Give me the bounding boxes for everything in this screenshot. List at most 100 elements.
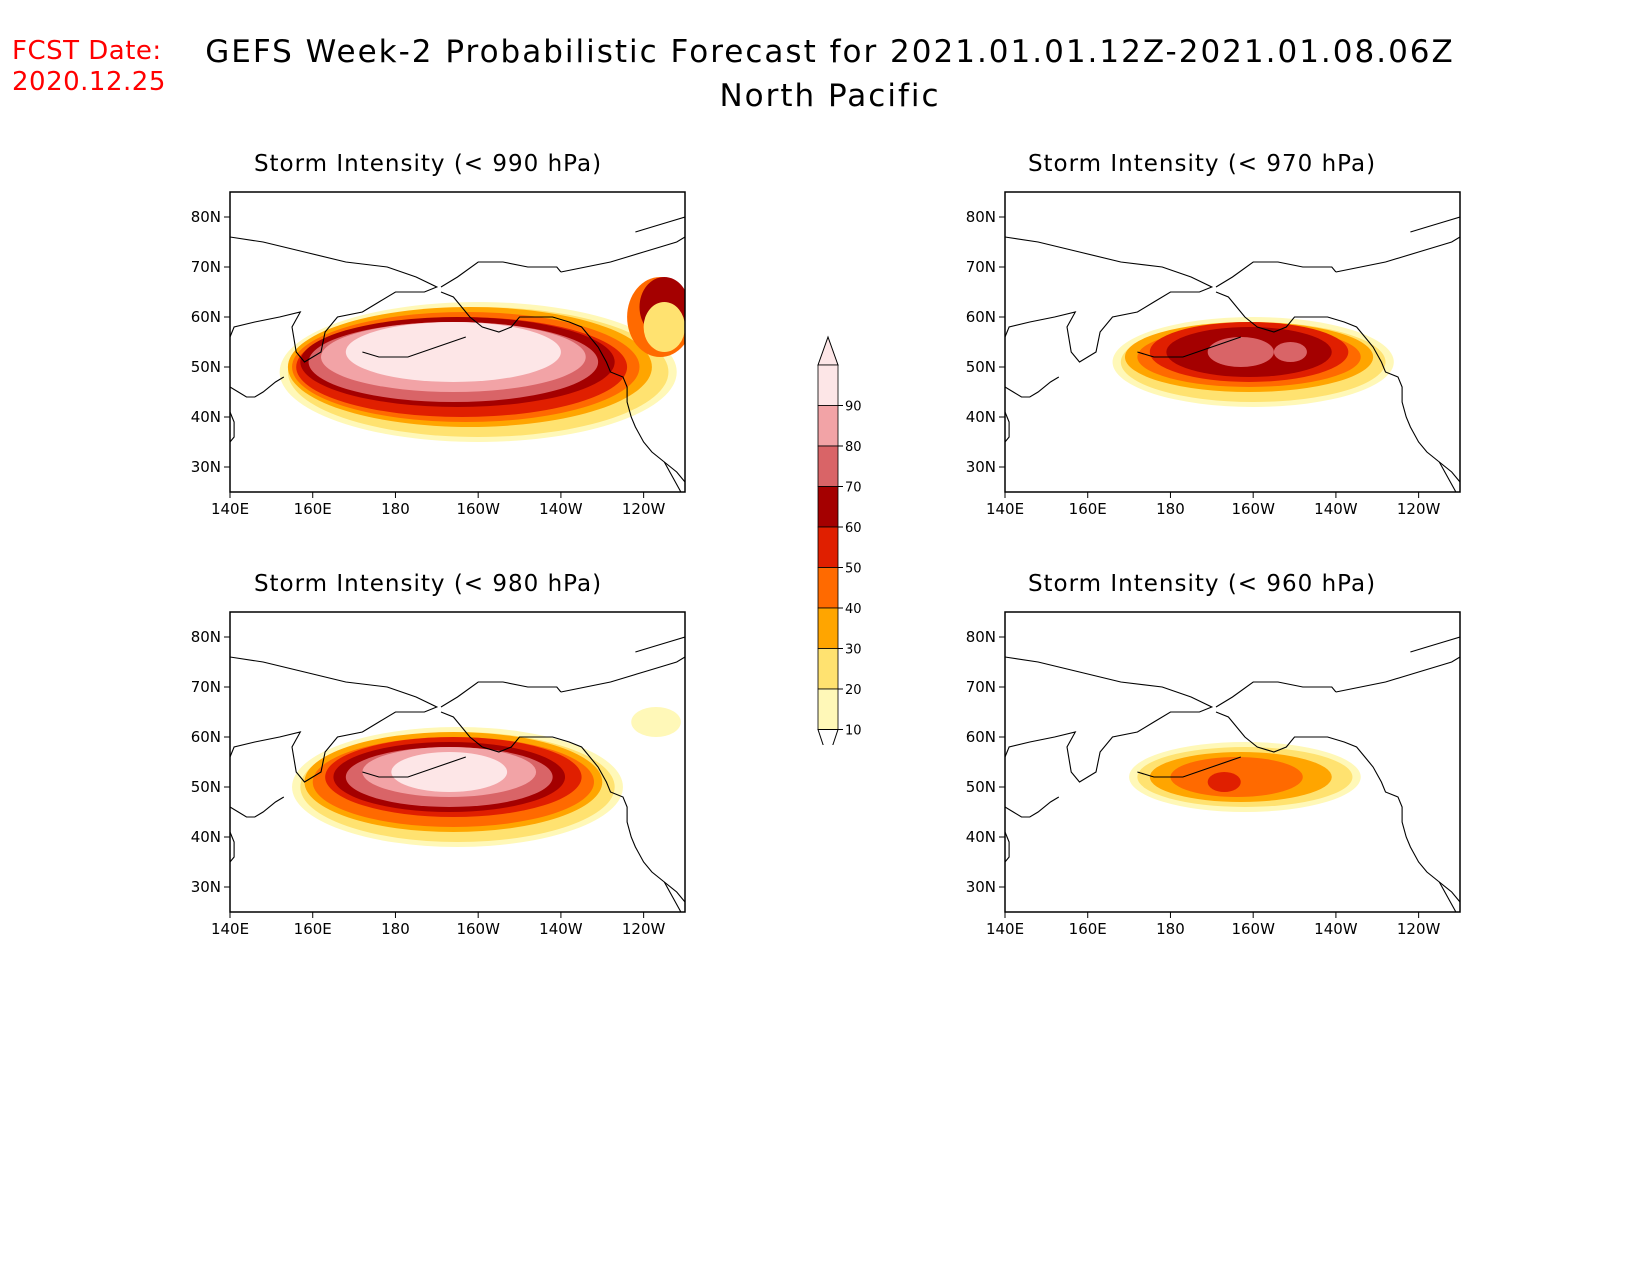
- map-panel-990: 80N 70N 60N 50N 40N 30N 140E 160E 180 160W 140W 120…: [191, 191, 686, 518]
- coastline: [1335, 656, 1460, 693]
- lon-tick-label: 140E: [211, 920, 249, 938]
- coastline: [230, 796, 285, 818]
- map-panel-960: 80N 70N 60N 50N 40N 30N 140E 160E 180 160W 140W 120…: [966, 611, 1461, 938]
- coastline: [230, 376, 285, 398]
- lon-tick-label: 120W: [622, 500, 666, 518]
- probability-field: [292, 707, 681, 847]
- colorbar-swatch: [817, 648, 839, 690]
- coastline: [362, 336, 466, 358]
- title-line-1: GEFS Week-2 Probabilistic Forecast for 2…: [205, 34, 1455, 70]
- lat-tick-label: 40N: [191, 408, 221, 426]
- panel-title-980: Storm Intensity (< 980 hPa): [253, 571, 603, 597]
- colorbar-swatch: [817, 526, 839, 568]
- panel-title-990: Storm Intensity (< 990 hPa): [253, 151, 603, 177]
- coastline: [1005, 411, 1010, 443]
- panel-title-960: Storm Intensity (< 960 hPa): [1027, 571, 1377, 597]
- lat-tick-label: 50N: [966, 778, 996, 796]
- lat-tick-label: 40N: [966, 408, 996, 426]
- lon-tick-label: 160W: [456, 920, 500, 938]
- colorbar: 90 80 70 60 50 40 30 20 10: [817, 335, 862, 745]
- probability-contour-c90: [391, 752, 508, 792]
- coastline: [1215, 711, 1460, 903]
- lon-tick-label: 140W: [1314, 920, 1358, 938]
- coastline: [1335, 236, 1460, 273]
- probability-contour-c20: [643, 302, 685, 352]
- colorbar-swatch: [817, 405, 839, 447]
- coastline: [1215, 261, 1337, 288]
- coastline: [560, 656, 685, 693]
- lon-tick-label: 140E: [986, 920, 1024, 938]
- map-frame: [1004, 191, 1461, 493]
- colorbar-swatch: [817, 486, 839, 528]
- lat-tick-label: 40N: [191, 828, 221, 846]
- coastline: [1005, 656, 1214, 783]
- lat-tick-label: 40N: [966, 828, 996, 846]
- lat-tick-label: 30N: [191, 458, 221, 476]
- colorbar-label: 70: [845, 481, 862, 496]
- lat-tick-label: 30N: [966, 878, 996, 896]
- map-frame: [229, 191, 686, 493]
- colorbar-swatch: [817, 567, 839, 609]
- coastline: [635, 216, 685, 233]
- coastline: [440, 261, 562, 288]
- probability-contour-c50: [1207, 772, 1241, 792]
- coastline: [663, 881, 682, 912]
- title-line-2: North Pacific: [719, 78, 941, 114]
- lat-tick-label: 50N: [191, 778, 221, 796]
- coastline: [1005, 376, 1060, 398]
- lon-tick-label: 160W: [456, 500, 500, 518]
- lat-tick-label: 80N: [191, 628, 221, 646]
- lon-tick-label: 160W: [1231, 920, 1275, 938]
- lat-tick-label: 60N: [966, 728, 996, 746]
- coastline: [1410, 636, 1460, 653]
- lon-tick-label: 160E: [1069, 500, 1107, 518]
- colorbar-top-arrow: [817, 335, 839, 366]
- colorbar-label: 90: [845, 400, 862, 415]
- lon-tick-label: 120W: [1397, 920, 1441, 938]
- probability-contour-c90: [345, 322, 561, 382]
- lat-tick-label: 30N: [966, 458, 996, 476]
- coastline: [635, 636, 685, 653]
- coastline: [1137, 336, 1241, 358]
- coastline: [1137, 756, 1241, 778]
- figure-title: GEFS Week-2 Probabilistic Forecast for 2…: [190, 30, 1470, 118]
- colorbar-label: 30: [845, 643, 862, 658]
- coastline: [1005, 236, 1214, 363]
- lat-tick-label: 80N: [966, 208, 996, 226]
- coastline: [1438, 461, 1457, 492]
- coastline: [663, 461, 682, 492]
- probability-field: [1129, 742, 1361, 812]
- lat-tick-label: 70N: [966, 258, 996, 276]
- colorbar-label: 10: [845, 724, 862, 739]
- colorbar-swatch: [817, 607, 839, 649]
- lon-tick-label: 160W: [1231, 500, 1275, 518]
- lat-tick-label: 80N: [966, 628, 996, 646]
- lat-tick-label: 70N: [191, 678, 221, 696]
- coastline: [230, 411, 235, 443]
- lat-tick-label: 50N: [191, 358, 221, 376]
- lon-tick-label: 160E: [1069, 920, 1107, 938]
- coastline: [1438, 881, 1457, 912]
- probability-contour-c40: [1253, 767, 1295, 787]
- lon-tick-label: 120W: [1397, 500, 1441, 518]
- coastline: [560, 236, 685, 273]
- coastline: [1410, 216, 1460, 233]
- lon-tick-label: 140W: [539, 500, 583, 518]
- colorbar-label: 20: [845, 683, 862, 698]
- lon-tick-label: 180: [381, 500, 410, 518]
- lon-tick-label: 180: [1156, 920, 1185, 938]
- probability-contour-c10: [631, 707, 681, 737]
- coastline: [362, 756, 466, 778]
- map-frame: [229, 611, 686, 913]
- coastlines: [1005, 216, 1460, 492]
- coastline: [440, 681, 562, 708]
- forecast-date-label: FCST Date:: [12, 36, 162, 66]
- coastline: [1005, 796, 1060, 818]
- coastline: [440, 711, 685, 903]
- lon-tick-label: 120W: [622, 920, 666, 938]
- coastlines: [230, 216, 685, 492]
- colorbar-label: 50: [845, 562, 862, 577]
- lat-tick-label: 60N: [191, 728, 221, 746]
- lon-tick-label: 140E: [986, 500, 1024, 518]
- probability-contour-c70: [1273, 342, 1307, 362]
